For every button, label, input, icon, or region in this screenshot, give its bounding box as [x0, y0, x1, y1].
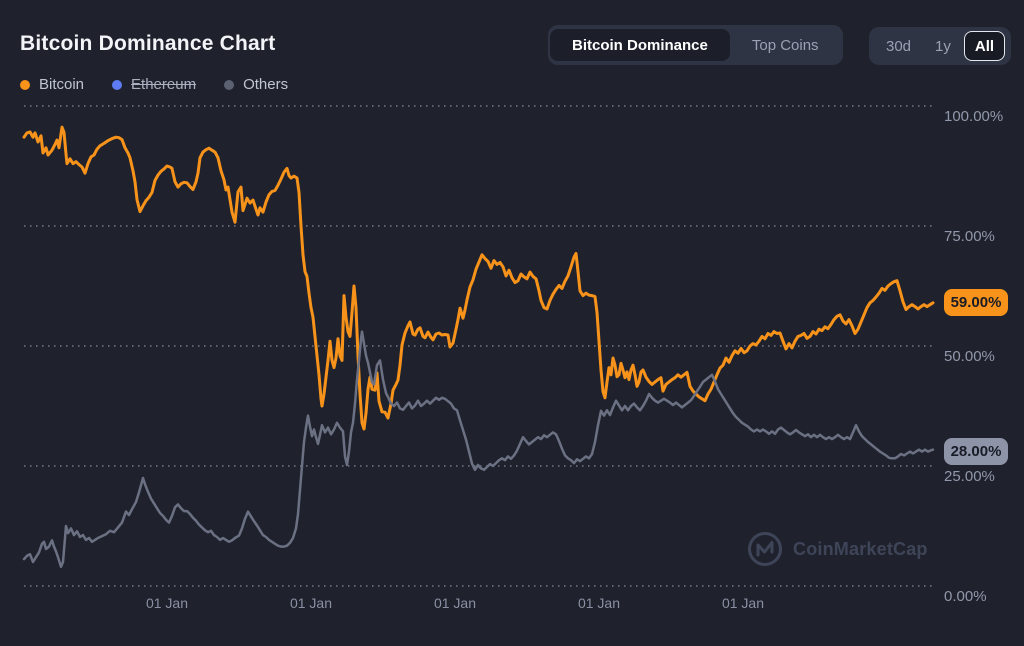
legend-item-bitcoin[interactable]: Bitcoin [20, 76, 84, 93]
time-range-toggle: 30d 1y All [869, 27, 1012, 65]
x-axis-label: 01 Jan [289, 595, 333, 611]
legend-label-bitcoin: Bitcoin [39, 76, 85, 93]
chart-legend: Bitcoin Ethereum Others [20, 76, 288, 93]
current-value-badge-bitcoin: 59.00% [944, 289, 1008, 317]
legend-item-others[interactable]: Others [224, 76, 288, 93]
range-1y-button[interactable]: 1y [935, 37, 951, 55]
y-axis-label: 50.00% [944, 348, 995, 365]
others-dot-icon [224, 79, 235, 90]
legend-item-ethereum[interactable]: Ethereum [112, 76, 196, 93]
page-title: Bitcoin Dominance Chart [20, 32, 276, 55]
legend-label-others: Others [243, 76, 289, 93]
range-all-button[interactable]: All [963, 31, 1006, 61]
bitcoin-dot-icon [20, 79, 30, 90]
y-axis-label: 0.00% [944, 588, 987, 605]
range-30d-button[interactable]: 30d [886, 37, 912, 55]
series-line-bitcoin [22, 125, 935, 431]
top-coins-button[interactable]: Top Coins [751, 36, 819, 54]
x-axis-label: 01 Jan [577, 595, 621, 611]
y-axis-label: 25.00% [944, 468, 995, 485]
x-axis-label: 01 Jan [721, 595, 765, 611]
chart-type-toggle: Bitcoin Dominance Top Coins [548, 25, 843, 65]
bitcoin-dominance-button[interactable]: Bitcoin Dominance [550, 29, 730, 61]
y-axis-label: 100.00% [944, 108, 1004, 125]
y-axis-label: 75.00% [944, 228, 995, 245]
x-axis-label: 01 Jan [433, 595, 477, 611]
ethereum-dot-icon [112, 79, 123, 90]
current-value-badge-others: 28.00% [944, 438, 1008, 466]
series-line-others [22, 330, 935, 569]
x-axis-label: 01 Jan [145, 595, 189, 611]
legend-label-ethereum: Ethereum [131, 76, 197, 93]
